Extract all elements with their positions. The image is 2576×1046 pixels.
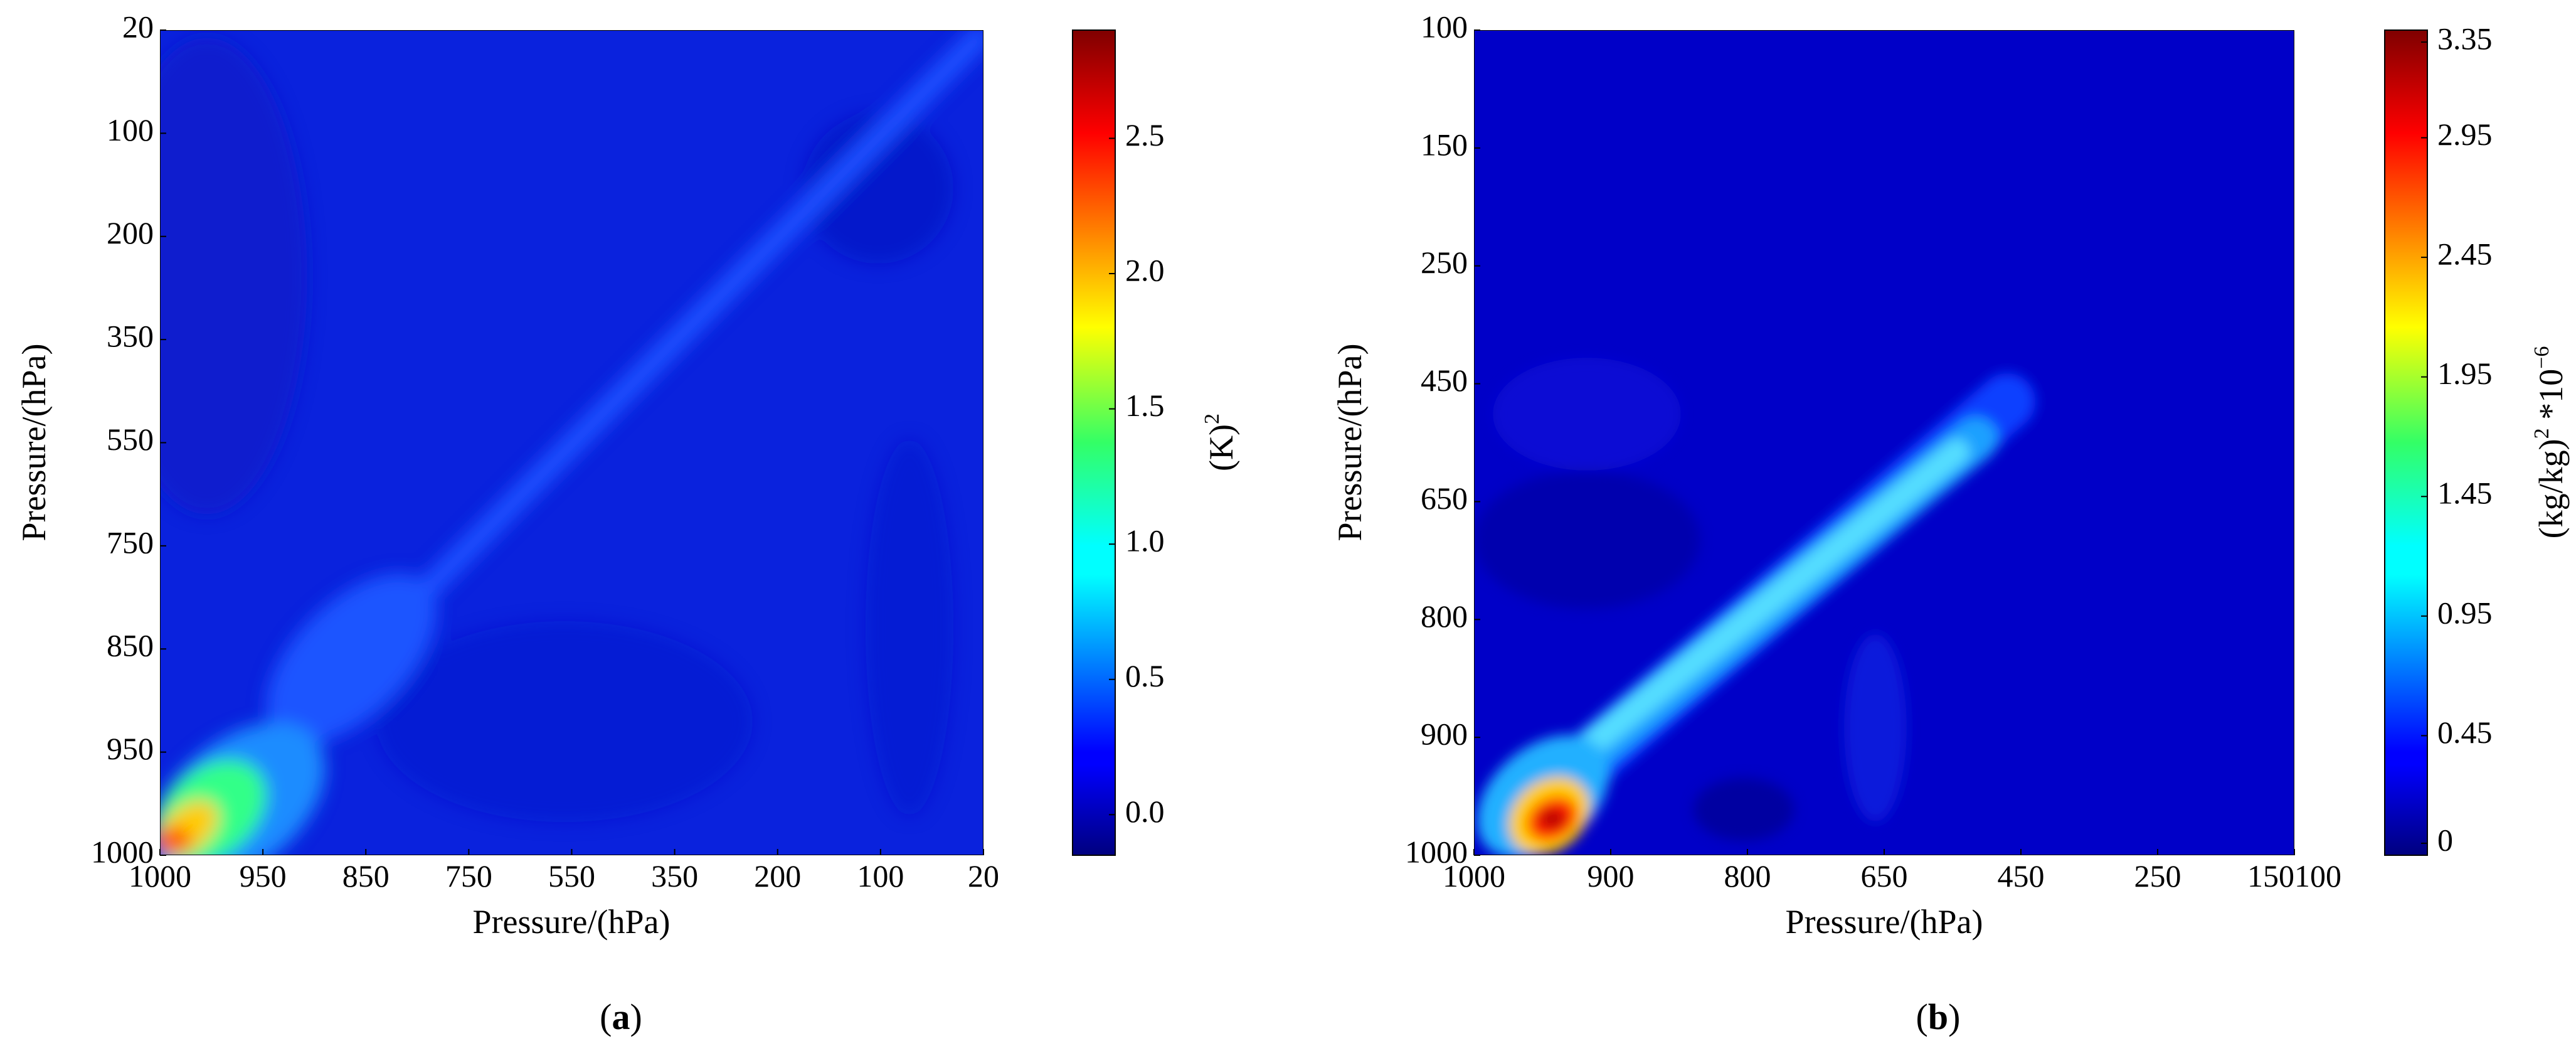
x-tick-label: 1000 bbox=[129, 858, 191, 894]
x-tick-label: 1000 bbox=[1443, 858, 1505, 894]
x-tick-label: 850 bbox=[342, 858, 390, 894]
colorbar-tick-label: 0 bbox=[2437, 822, 2453, 857]
colorbar-tick-label: 1.5 bbox=[1125, 388, 1165, 423]
colorbar-tick-label: 2.0 bbox=[1125, 253, 1165, 288]
x-axis-b: 1000 900 800 650 450 250 150100 bbox=[1443, 849, 2341, 894]
y-tick-label: 200 bbox=[107, 215, 154, 250]
colorbar-a-label: (K)2 bbox=[1201, 414, 1240, 471]
colorbar-tick-label: 2.95 bbox=[2437, 117, 2493, 152]
panel-label-b: (b) bbox=[1916, 996, 1961, 1037]
panel-b: 100 150 250 450 650 800 900 1000 1000 900 800 650 4… bbox=[1331, 9, 2570, 1037]
y-axis-title-a: Pressure/(hPa) bbox=[15, 344, 53, 542]
y-tick-label: 550 bbox=[107, 422, 154, 457]
colorbar-b-ticks: 3.35 2.95 2.45 1.95 1.45 0.95 0.45 0 bbox=[2421, 21, 2493, 857]
x-tick-label: 650 bbox=[1861, 858, 1908, 894]
x-tick-label: 550 bbox=[548, 858, 595, 894]
x-tick-label: 450 bbox=[1998, 858, 2045, 894]
colorbar-a: 2.5 2.0 1.5 1.0 0.5 0.0 (K)2 bbox=[1072, 29, 1240, 856]
y-tick-label: 150 bbox=[1421, 127, 1468, 162]
x-tick-label: 150100 bbox=[2247, 858, 2341, 894]
y-tick-label: 100 bbox=[1421, 9, 1468, 44]
colorbar-b-gradient bbox=[2384, 29, 2428, 856]
colorbar-tick-label: 2.5 bbox=[1125, 117, 1165, 152]
x-tick-label: 750 bbox=[445, 858, 492, 894]
colorbar-a-gradient bbox=[1072, 29, 1116, 856]
y-axis-a: 20 100 200 350 550 750 850 950 1000 bbox=[91, 9, 166, 869]
y-tick-label: 650 bbox=[1421, 481, 1468, 516]
y-tick-label: 100 bbox=[107, 112, 154, 147]
colorbar-tick-label: 0.5 bbox=[1125, 658, 1165, 693]
colorbar-tick-label: 1.0 bbox=[1125, 523, 1165, 558]
y-tick-label: 900 bbox=[1421, 717, 1468, 752]
x-tick-label: 800 bbox=[1724, 858, 1771, 894]
colorbar-tick-label: 0.0 bbox=[1125, 794, 1165, 829]
colorbar-b-label: (kg/kg)2 *10−6 bbox=[2530, 346, 2570, 539]
colorbar-tick-label: 3.35 bbox=[2437, 21, 2493, 56]
colorbar-a-ticks: 2.5 2.0 1.5 1.0 0.5 0.0 bbox=[1109, 117, 1165, 829]
heatmap-b bbox=[1474, 30, 2294, 855]
colorbar-tick-label: 1.45 bbox=[2437, 476, 2493, 511]
colorbar-tick-label: 2.45 bbox=[2437, 237, 2493, 272]
colorbar-tick-label: 1.95 bbox=[2437, 356, 2493, 391]
y-tick-label: 950 bbox=[107, 731, 154, 766]
x-axis-a: 1000 950 850 750 550 350 200 100 20 bbox=[129, 849, 999, 894]
y-tick-label: 350 bbox=[107, 319, 154, 354]
x-axis-title-a: Pressure/(hPa) bbox=[473, 903, 671, 941]
y-axis-b: 100 150 250 450 650 800 900 1000 bbox=[1405, 9, 1480, 869]
y-tick-label: 20 bbox=[122, 9, 154, 44]
y-axis-title-b: Pressure/(hPa) bbox=[1331, 344, 1369, 542]
y-tick-label: 250 bbox=[1421, 245, 1468, 280]
x-tick-label: 350 bbox=[651, 858, 698, 894]
panel-a: 20 100 200 350 550 750 850 950 1000 1000 950 850 75… bbox=[15, 9, 1240, 1037]
x-tick-label: 900 bbox=[1587, 858, 1635, 894]
panel-label-a: (a) bbox=[600, 996, 642, 1037]
y-tick-label: 1000 bbox=[91, 834, 154, 869]
y-tick-label: 450 bbox=[1421, 363, 1468, 398]
colorbar-b: 3.35 2.95 2.45 1.95 1.45 0.95 0.45 0 (kg/kg)2 *… bbox=[2384, 21, 2570, 857]
heatmap-a bbox=[160, 30, 983, 855]
x-tick-label: 250 bbox=[2134, 858, 2181, 894]
x-tick-label: 20 bbox=[968, 858, 999, 894]
y-tick-label: 750 bbox=[107, 525, 154, 560]
x-tick-label: 950 bbox=[240, 858, 287, 894]
colorbar-tick-label: 0.45 bbox=[2437, 715, 2493, 750]
colorbar-tick-label: 0.95 bbox=[2437, 595, 2493, 630]
y-tick-label: 1000 bbox=[1405, 834, 1468, 869]
x-axis-title-b: Pressure/(hPa) bbox=[1786, 903, 1983, 941]
y-tick-label: 800 bbox=[1421, 599, 1468, 634]
x-tick-label: 100 bbox=[857, 858, 904, 894]
x-tick-label: 200 bbox=[754, 858, 801, 894]
y-tick-label: 850 bbox=[107, 628, 154, 663]
